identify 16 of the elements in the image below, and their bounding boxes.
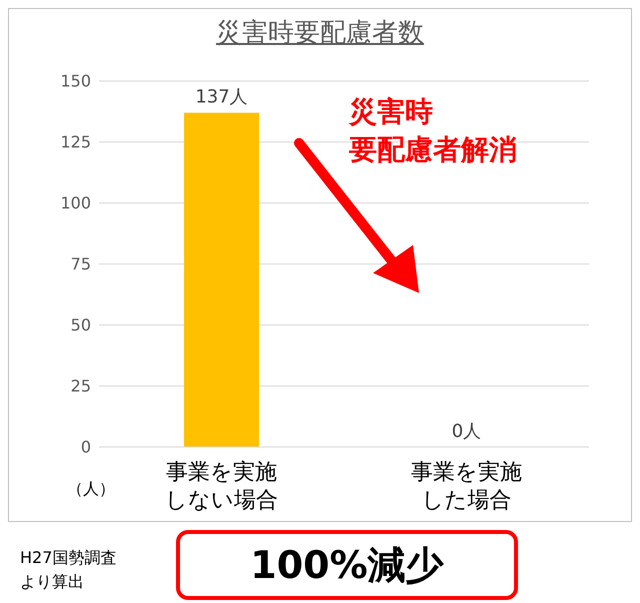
y-tick-label: 150 (60, 72, 91, 91)
annotation: 災害時要配慮者解消 (349, 94, 517, 168)
text: 100%減少 (176, 530, 518, 600)
data-label: 0人 (452, 421, 482, 442)
y-tick-label: 75 (70, 254, 91, 274)
y-tick-label: 25 (70, 376, 91, 396)
y-tick-label: 50 (70, 316, 91, 335)
y-tick-label: 0 (80, 438, 91, 457)
chart-title: 災害時要配慮者数 (215, 17, 425, 50)
y-tick-label: 125 (60, 132, 91, 152)
y-tick-label: 100 (60, 194, 91, 213)
data-label: 137人 (195, 86, 248, 108)
text: H27国勢調査より算出 (20, 547, 118, 593)
x-tick-label: 事業を実施した場合 (411, 460, 522, 513)
x-tick-label: 事業を実施しない場合 (165, 460, 278, 513)
y-axis-title: （人） (67, 479, 115, 500)
